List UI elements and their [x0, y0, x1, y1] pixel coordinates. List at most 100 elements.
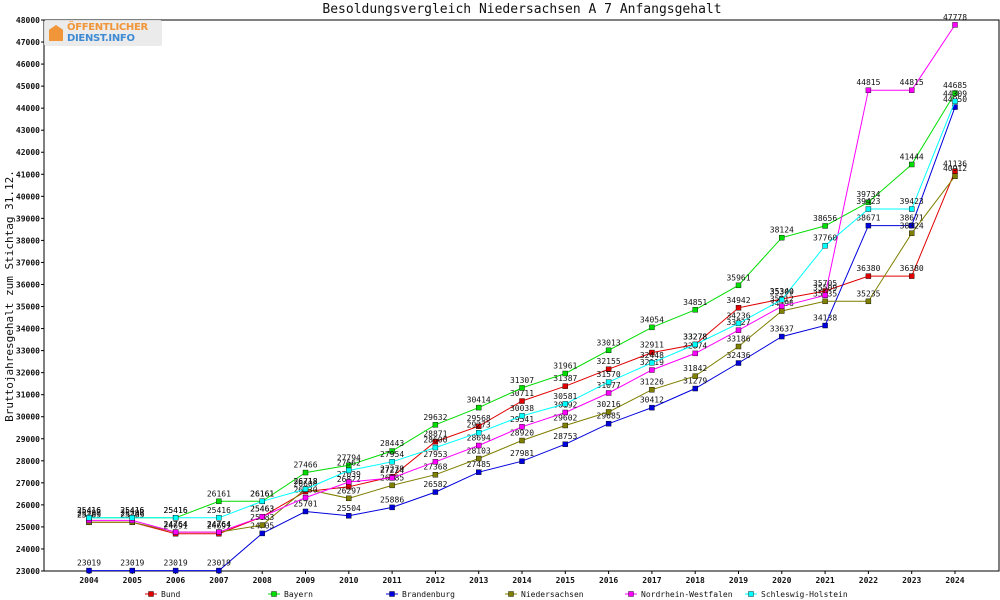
data-point	[735, 320, 742, 327]
data-point	[216, 498, 222, 505]
data-point	[952, 98, 958, 105]
data-label: 23019	[77, 559, 101, 568]
data-label: 32448	[640, 351, 664, 360]
data-label: 34851	[683, 298, 707, 307]
data-point	[865, 273, 872, 279]
data-point	[389, 448, 395, 454]
data-point	[649, 324, 655, 331]
data-point	[735, 305, 742, 311]
data-point	[389, 475, 395, 481]
data-label: 31570	[597, 370, 621, 379]
data-point	[865, 87, 872, 93]
y-tick-label: 45000	[16, 82, 40, 91]
y-tick-label: 47000	[16, 38, 40, 47]
data-label: 31307	[510, 376, 534, 385]
legend-label: Nordrhein-Westfalen	[641, 590, 733, 599]
data-label: 33637	[770, 325, 794, 334]
data-label: 35705	[813, 279, 837, 288]
legend-swatch-marker	[628, 591, 634, 597]
data-point	[822, 223, 828, 229]
data-point	[692, 385, 698, 392]
data-point	[865, 199, 872, 205]
data-label: 25886	[380, 495, 404, 504]
data-point	[562, 422, 568, 429]
data-point	[476, 442, 482, 449]
data-label: 39734	[856, 190, 880, 199]
data-label: 31226	[640, 378, 664, 387]
data-label: 32436	[726, 351, 750, 360]
legend-label: Bayern	[284, 590, 313, 599]
data-point	[389, 482, 395, 489]
data-label: 25209	[77, 510, 101, 519]
data-point	[216, 567, 222, 574]
data-label: 27562	[337, 458, 361, 467]
x-tick-label: 2022	[859, 576, 878, 585]
legend-swatch-marker	[389, 591, 395, 597]
data-point	[432, 444, 439, 451]
data-point	[649, 360, 655, 366]
data-label: 30414	[467, 396, 491, 405]
series-line	[89, 175, 956, 533]
data-label: 41136	[943, 159, 967, 168]
data-label: 38671	[856, 214, 880, 223]
y-tick-label: 42000	[16, 148, 40, 157]
data-point	[389, 459, 395, 465]
legend-swatch-marker	[508, 591, 514, 597]
data-label: 24691	[164, 522, 188, 531]
data-point	[432, 422, 439, 428]
data-point	[519, 458, 525, 464]
data-point	[909, 87, 915, 93]
data-label: 24764	[207, 520, 231, 529]
data-label: 33013	[597, 338, 621, 347]
y-tick-label: 48000	[16, 16, 40, 25]
data-label: 31387	[553, 374, 577, 383]
data-label: 25416	[77, 506, 101, 515]
data-label: 26822	[337, 475, 361, 484]
x-tick-label: 2024	[945, 576, 964, 585]
x-tick-label: 2023	[902, 576, 921, 585]
data-point	[519, 424, 525, 430]
data-point	[605, 366, 612, 372]
data-label: 29273	[467, 421, 491, 430]
data-label: 26161	[250, 489, 274, 498]
data-label: 31279	[683, 377, 707, 386]
data-label: 35340	[770, 287, 794, 296]
data-point	[476, 423, 482, 429]
data-label: 25297	[120, 508, 144, 517]
data-label: 35309	[770, 288, 794, 297]
data-point	[822, 298, 828, 305]
data-label: 30412	[640, 396, 664, 405]
data-point	[86, 515, 92, 521]
data-label: 31077	[597, 381, 621, 390]
data-point	[692, 350, 698, 357]
data-label: 29685	[597, 412, 621, 421]
x-tick-label: 2013	[469, 576, 488, 585]
data-label: 25209	[120, 510, 144, 519]
y-tick-label: 46000	[16, 60, 40, 69]
data-label: 32155	[597, 357, 621, 366]
data-point	[432, 459, 439, 465]
data-point	[605, 409, 612, 415]
data-label: 26718	[293, 477, 317, 486]
data-label: 23019	[207, 559, 231, 568]
data-point	[779, 234, 785, 241]
data-point	[432, 438, 439, 445]
x-tick-label: 2007	[209, 576, 228, 585]
legend-swatch-marker	[148, 591, 154, 597]
data-point	[909, 222, 915, 229]
logo-wordmark: ÖFFENTLICHER DIENST.INFO	[67, 22, 148, 44]
data-point	[216, 515, 222, 521]
data-label: 44685	[943, 81, 967, 90]
data-point	[562, 441, 568, 447]
data-point	[562, 409, 568, 416]
x-tick-label: 2015	[556, 576, 575, 585]
data-point	[735, 360, 742, 366]
y-tick-label: 23000	[16, 567, 40, 576]
data-label: 27953	[423, 450, 447, 459]
x-tick-label: 2018	[686, 576, 705, 585]
data-point	[259, 530, 265, 537]
data-label: 27466	[293, 461, 317, 470]
y-tick-label: 31000	[16, 391, 40, 400]
y-tick-label: 36000	[16, 280, 40, 289]
